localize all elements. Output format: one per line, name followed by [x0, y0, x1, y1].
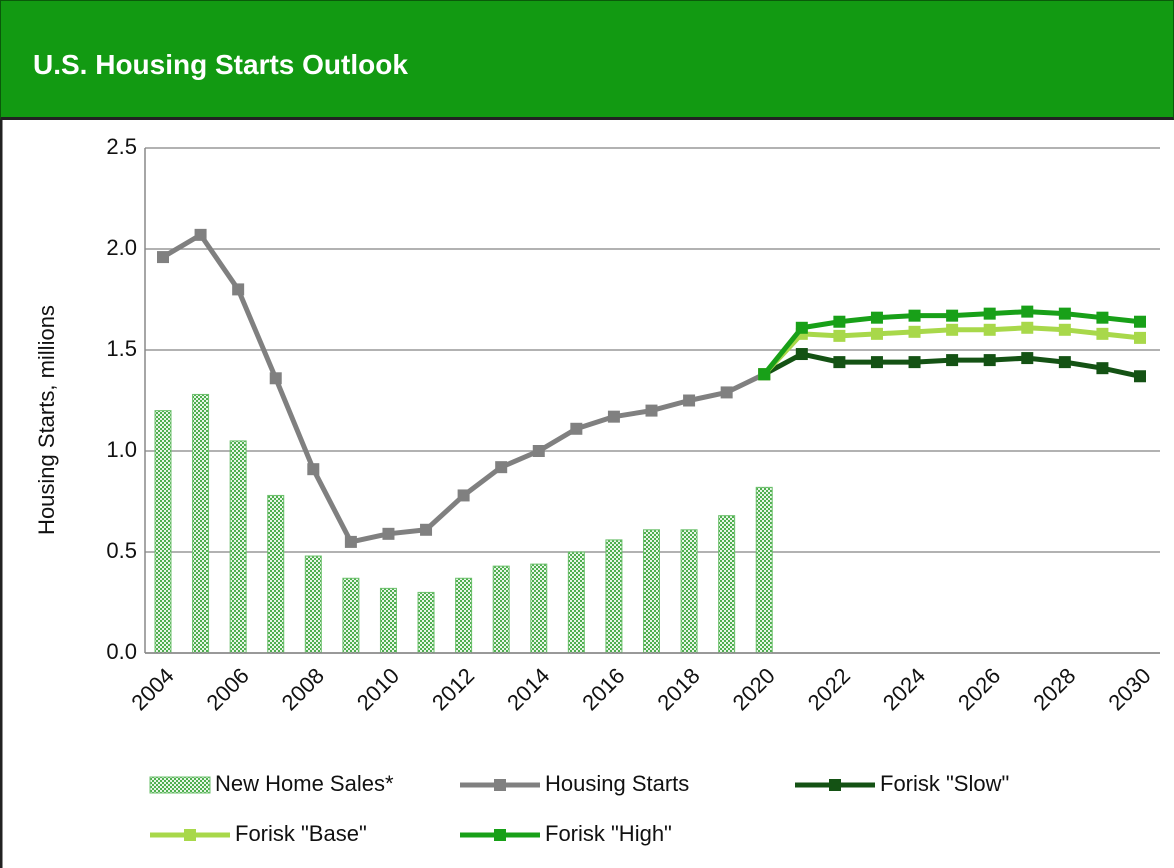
x-tick-label: 2006 [202, 663, 254, 715]
y-tick-label: 0.0 [106, 639, 137, 664]
legend-swatch [829, 779, 841, 791]
x-tick-label: 2012 [427, 663, 479, 715]
marker [983, 354, 996, 367]
marker [833, 356, 846, 369]
header: U.S. Housing Starts Outlook [0, 0, 1174, 120]
x-tick-label: 2024 [878, 663, 930, 715]
x-tick-label: 2016 [577, 663, 629, 715]
marker [1021, 352, 1034, 365]
marker [870, 327, 883, 340]
marker [1134, 370, 1146, 383]
marker [570, 422, 583, 435]
bar [342, 577, 360, 654]
marker [1134, 331, 1146, 344]
x-tick-label: 2014 [502, 663, 554, 715]
marker [1058, 323, 1071, 336]
bar [530, 563, 548, 654]
marker [232, 283, 245, 296]
marker [1096, 311, 1109, 324]
bar [304, 555, 322, 654]
marker [1096, 362, 1109, 375]
marker [1134, 315, 1146, 328]
marker [720, 386, 733, 399]
x-tick-label: 2030 [1103, 663, 1155, 715]
marker [833, 315, 846, 328]
marker [194, 228, 207, 241]
legend-label: Forisk "Base" [235, 821, 367, 846]
y-tick-label: 0.5 [106, 538, 137, 563]
bar [417, 591, 435, 654]
y-axis-label: Housing Starts, millions [34, 305, 59, 535]
marker [1058, 307, 1071, 320]
x-tick-label: 2020 [728, 663, 780, 715]
marker [908, 325, 921, 338]
x-tick-label: 2026 [953, 663, 1005, 715]
bar [567, 551, 585, 654]
bar [379, 587, 397, 654]
x-tick-label: 2010 [352, 663, 404, 715]
bar [455, 577, 473, 654]
bar [755, 486, 773, 654]
chart: Housing Starts, millions 0.0 0.5 1.0 1.5 2.0… [0, 120, 1160, 868]
marker [1096, 327, 1109, 340]
bar [680, 529, 698, 654]
marker [983, 307, 996, 320]
y-tick-label: 2.5 [106, 134, 137, 159]
marker [645, 404, 658, 417]
marker [269, 372, 282, 385]
bar [192, 393, 210, 654]
bar [718, 515, 736, 654]
marker [420, 523, 433, 536]
marker [1021, 321, 1034, 334]
legend-label: New Home Sales* [215, 771, 394, 796]
x-tick-label: 2004 [126, 663, 178, 715]
legend-label: Housing Starts [545, 771, 689, 796]
marker [344, 535, 357, 548]
marker [1058, 356, 1071, 369]
legend-swatch [494, 829, 506, 841]
marker [382, 527, 395, 540]
legend-swatch [494, 779, 506, 791]
marker [532, 445, 545, 457]
marker [457, 489, 470, 502]
marker [495, 461, 508, 474]
marker [795, 321, 808, 334]
bar [267, 494, 285, 654]
marker [157, 251, 169, 264]
marker [795, 348, 808, 361]
legend-swatch [184, 829, 196, 841]
marker [683, 394, 696, 407]
marker [983, 323, 996, 336]
marker [1021, 305, 1034, 318]
chart-title: U.S. Housing Starts Outlook [33, 49, 408, 80]
bar [492, 565, 510, 654]
legend-label: Forisk "Slow" [880, 771, 1009, 796]
marker [946, 354, 959, 367]
legend-label: Forisk "High" [545, 821, 672, 846]
bar [605, 539, 623, 654]
x-tick-label: 2018 [652, 663, 704, 715]
legend-swatch [149, 776, 211, 794]
x-tick-label: 2022 [803, 663, 855, 715]
y-tick-label: 1.5 [106, 336, 137, 361]
marker [908, 356, 921, 369]
bar [154, 410, 172, 654]
marker [833, 329, 846, 342]
bar [643, 529, 660, 654]
y-tick-label: 2.0 [106, 235, 137, 260]
bar [229, 440, 247, 654]
y-tick-label: 1.0 [106, 437, 137, 462]
marker [870, 311, 883, 324]
marker [607, 410, 620, 423]
x-tick-label: 2008 [277, 663, 329, 715]
marker [946, 323, 959, 336]
x-tick-label: 2028 [1028, 663, 1080, 715]
marker [307, 463, 320, 476]
marker [946, 309, 959, 322]
marker [908, 309, 921, 322]
marker [870, 356, 883, 369]
marker [758, 368, 771, 381]
